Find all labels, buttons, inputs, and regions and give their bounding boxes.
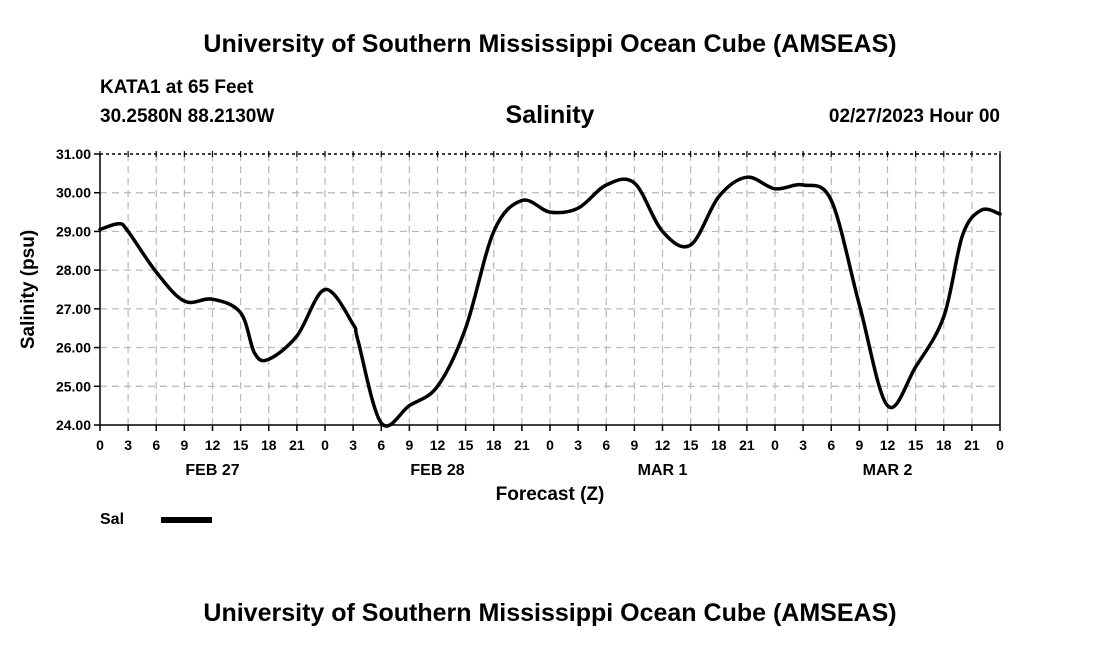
x-tick-label: 12 [205,437,221,453]
y-tick-label: 28.00 [56,262,91,278]
y-axis-title: Salinity (psu) [18,230,39,349]
x-axis-title: Forecast (Z) [496,484,605,505]
y-tick-label: 29.00 [56,223,91,239]
x-day-label: MAR 1 [638,462,688,479]
x-tick-label: 0 [321,437,329,453]
x-tick-label: 12 [430,437,446,453]
x-tick-label: 9 [180,437,188,453]
x-tick-label: 18 [261,437,277,453]
x-tick-label: 21 [289,437,305,453]
series-line-sal [98,175,1002,428]
station-label: KATA1 at 65 Feet [100,77,254,98]
x-tick-label: 21 [964,437,980,453]
x-tick-label: 12 [655,437,671,453]
x-day-label: MAR 2 [863,462,913,479]
x-tick-label: 18 [936,437,952,453]
footer-title: University of Southern Mississippi Ocean… [203,599,897,627]
y-tick-label: 27.00 [56,301,91,317]
station-coordinates: 30.2580N 88.2130W [100,106,275,127]
y-tick-label: 25.00 [56,378,91,394]
x-tick-label: 9 [630,437,638,453]
x-tick-label: 15 [233,437,249,453]
x-day-label: FEB 27 [185,462,239,479]
page-title: University of Southern Mississippi Ocean… [203,30,897,58]
y-tick-label: 31.00 [56,146,91,162]
x-tick-label: 3 [574,437,582,453]
x-tick-label: 3 [124,437,132,453]
x-tick-label: 9 [855,437,863,453]
x-tick-label: 21 [739,437,755,453]
x-tick-label: 0 [771,437,779,453]
x-tick-label: 9 [405,437,413,453]
x-day-label: FEB 28 [410,462,464,479]
x-tick-label: 3 [799,437,807,453]
forecast-time: 02/27/2023 Hour 00 [828,106,1000,127]
y-tick-label: 26.00 [56,340,91,356]
chart-title: Salinity [505,101,595,129]
x-tick-label: 0 [546,437,554,453]
x-tick-label: 21 [514,437,530,453]
x-tick-label: 6 [602,437,610,453]
x-tick-label: 18 [486,437,502,453]
x-tick-label: 6 [827,437,835,453]
y-tick-label: 24.00 [56,417,91,433]
x-tick-label: 0 [96,437,104,453]
x-tick-label: 15 [458,437,474,453]
y-tick-label: 30.00 [56,185,91,201]
legend-label: Sal [100,511,125,528]
x-tick-label: 18 [711,437,727,453]
x-tick-label: 0 [996,437,1004,453]
x-tick-label: 3 [349,437,357,453]
x-tick-label: 15 [908,437,924,453]
x-tick-label: 6 [152,437,160,453]
x-tick-label: 12 [880,437,896,453]
x-tick-label: 15 [683,437,699,453]
x-tick-label: 6 [377,437,385,453]
